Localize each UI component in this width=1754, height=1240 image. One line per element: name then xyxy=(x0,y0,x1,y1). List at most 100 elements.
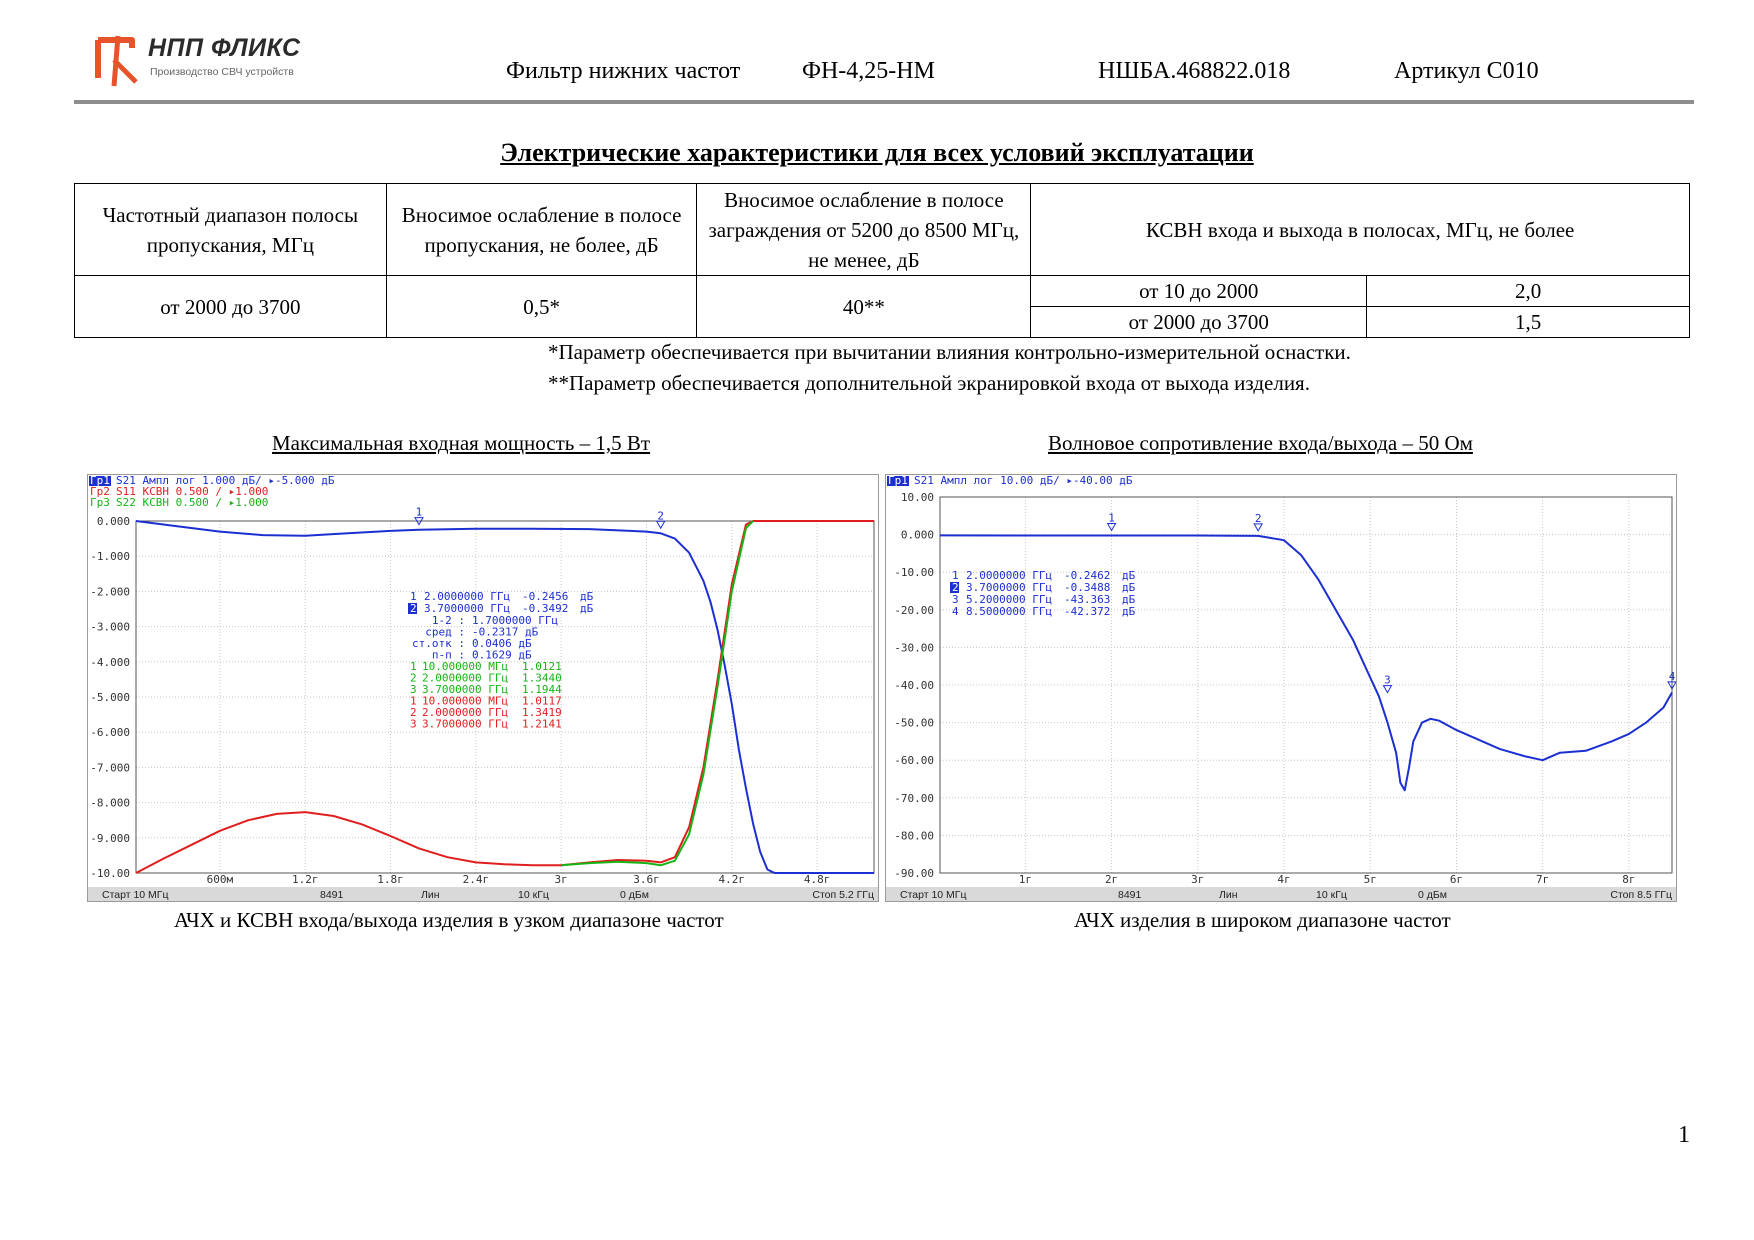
header-insertion-loss: Вносимое ослабление в полосе пропускания… xyxy=(385,183,698,276)
y-tick-label: -10.00 xyxy=(894,566,934,579)
cell-vswr-band: от 10 до 2000 xyxy=(1030,275,1368,307)
x-tick-label: 5г xyxy=(1364,873,1377,886)
marker-readout-freq: 8.5000000 ГГц xyxy=(966,605,1052,618)
trace-id: Гр3 xyxy=(90,496,110,509)
series-line-s22 xyxy=(561,520,754,867)
section-title: Электрические характеристики для всех ус… xyxy=(500,138,1254,167)
marker-number: 2 xyxy=(657,509,664,522)
marker-readout-unit: дБ xyxy=(1122,581,1136,594)
x-tick-label: 4.2г xyxy=(719,873,746,886)
footnote-1: *Параметр обеспечивается при вычитании в… xyxy=(548,340,1351,364)
vswr-marker-value: 1.1944 xyxy=(522,683,562,696)
y-tick-label: -3.000 xyxy=(90,621,130,634)
marker-readout-value: -43.363 xyxy=(1064,593,1110,606)
y-tick-label: 10.00 xyxy=(901,491,934,504)
stat-value: 0.1629 дБ xyxy=(472,649,532,662)
x-tick-label: 8г xyxy=(1622,873,1635,886)
marker-readout-unit: дБ xyxy=(1122,593,1136,606)
stat-label: сред : xyxy=(425,626,465,639)
marker-readout-freq: 5.2000000 ГГц xyxy=(966,593,1052,606)
y-tick-label: -9.000 xyxy=(90,832,130,845)
vswr-marker-freq: 3.7000000 ГГц xyxy=(422,718,508,731)
footer-points: 8491 xyxy=(320,889,344,901)
status-bar xyxy=(88,887,878,901)
footer-scale: Лин xyxy=(421,889,440,901)
vswr-marker-value: 1.0117 xyxy=(522,695,562,708)
vswr-marker-freq: 10.000000 МГц xyxy=(422,660,508,673)
y-tick-label: -1.000 xyxy=(90,550,130,563)
x-tick-label: 2.4г xyxy=(463,873,490,886)
vswr-marker-freq: 2.0000000 ГГц xyxy=(422,706,508,719)
y-tick-label: -80.00 xyxy=(894,829,934,842)
x-tick-label: 1.2г xyxy=(292,873,319,886)
footer-stop: Стоп 5.2 ГГц xyxy=(812,889,874,901)
company-logo: НПП ФЛИКС Производство СВЧ устройств xyxy=(88,32,318,88)
marker-readout-unit: дБ xyxy=(580,590,594,603)
trace-header-text: S22 КСВН 0.500 / ▸1.000 xyxy=(116,496,268,509)
x-tick-label: 600м xyxy=(207,873,234,886)
marker-readout-number: 2 xyxy=(410,602,417,615)
marker-number: 1 xyxy=(1108,512,1115,525)
marker-readout-number: 2 xyxy=(952,581,959,594)
vswr-marker-freq: 2.0000000 ГГц xyxy=(422,672,508,685)
x-tick-label: 1г xyxy=(1019,873,1032,886)
vswr-marker-number: 3 xyxy=(410,718,417,731)
y-tick-label: -2.000 xyxy=(90,585,130,598)
vswr-marker-number: 2 xyxy=(410,706,417,719)
stat-label: 1-2 : xyxy=(432,614,465,627)
cell-vswr-value: 1,5 xyxy=(1366,306,1690,338)
y-tick-label: 0.000 xyxy=(97,515,130,528)
header-divider xyxy=(74,100,1694,104)
article-number: Артикул С010 xyxy=(1394,58,1539,84)
stat-value: 1.7000000 ГГц xyxy=(472,614,558,627)
x-tick-label: 2г xyxy=(1105,873,1118,886)
stat-label: ст.отк : xyxy=(412,637,465,650)
header-stopband-attenuation: Вносимое ослабление в полосе заграждения… xyxy=(696,183,1032,276)
trace-id: Гр2 xyxy=(90,485,110,498)
y-tick-label: -70.00 xyxy=(894,792,934,805)
stat-value: 0.0406 дБ xyxy=(472,637,532,650)
marker-number: 4 xyxy=(1669,670,1676,683)
chart-narrowband-svg: 0.000 -1.000 -2.000 -3.000 -4.000 -5.000 -6.00… xyxy=(88,475,878,901)
cell-vswr-value: 2,0 xyxy=(1366,275,1690,307)
marker-readout-unit: дБ xyxy=(1122,605,1136,618)
marker-readout-freq: 2.0000000 ГГц xyxy=(966,569,1052,582)
marker-readout-number: 4 xyxy=(952,605,959,618)
y-tick-label: -90.00 xyxy=(894,867,934,880)
x-tick-label: 7г xyxy=(1536,873,1549,886)
x-tick-label: 4г xyxy=(1277,873,1290,886)
x-tick-label: 1.8г xyxy=(377,873,404,886)
y-tick-label: -6.000 xyxy=(90,726,130,739)
footer-ifbw: 10 кГц xyxy=(518,889,549,901)
chart-wideband: 10.00 0.000 -10.00 -20.00 -30.00 -40.00 -50.00… xyxy=(885,474,1677,902)
y-tick-label: -4.000 xyxy=(90,656,130,669)
trace-id: Гр1 xyxy=(90,475,110,487)
y-tick-label: -20.00 xyxy=(894,604,934,617)
marker-readout-unit: дБ xyxy=(580,602,594,615)
document-code: НШБА.468822.018 xyxy=(1098,58,1291,84)
company-name: НПП ФЛИКС xyxy=(148,34,301,62)
vswr-marker-freq: 3.7000000 ГГц xyxy=(422,683,508,696)
marker-triangle xyxy=(414,517,424,526)
marker-triangle xyxy=(655,520,666,530)
vswr-marker-value: 1.0121 xyxy=(522,660,562,673)
impedance-caption: Волновое сопротивление входа/выхода – 50… xyxy=(1048,431,1473,455)
marker-readout-number: 1 xyxy=(410,590,417,603)
trace-header-text: S21 Ампл лог 1.000 дБ/ ▸-5.000 дБ xyxy=(116,475,335,487)
x-tick-label: 6г xyxy=(1450,873,1463,886)
trace-id-box xyxy=(89,476,111,486)
plot-frame xyxy=(939,496,1673,874)
header-passband: Частотный диапазон полосы пропускания, М… xyxy=(74,183,387,276)
cell-passband: от 2000 до 3700 xyxy=(74,275,387,338)
vswr-marker-number: 1 xyxy=(410,660,417,673)
footer-start: Старт 10 МГц xyxy=(900,889,967,901)
marker-readout-freq: 3.7000000 ГГц xyxy=(966,581,1052,594)
footer-start: Старт 10 МГц xyxy=(102,889,169,901)
marker-readout-value: -0.3488 xyxy=(1064,581,1110,594)
marker-number: 1 xyxy=(416,506,423,519)
marker-triangle xyxy=(1253,523,1264,532)
logo-mark-icon xyxy=(95,35,138,87)
marker-readout-freq: 3.7000000 ГГц xyxy=(424,602,510,615)
footer-scale: Лин xyxy=(1219,889,1238,901)
marker-triangle xyxy=(1667,681,1676,690)
